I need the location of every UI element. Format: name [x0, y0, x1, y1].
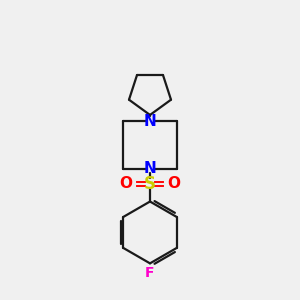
- Text: F: F: [145, 266, 155, 280]
- Text: N: N: [144, 161, 156, 176]
- Text: N: N: [144, 114, 156, 129]
- Text: O: O: [167, 176, 180, 191]
- Text: O: O: [120, 176, 133, 191]
- Text: S: S: [144, 175, 156, 193]
